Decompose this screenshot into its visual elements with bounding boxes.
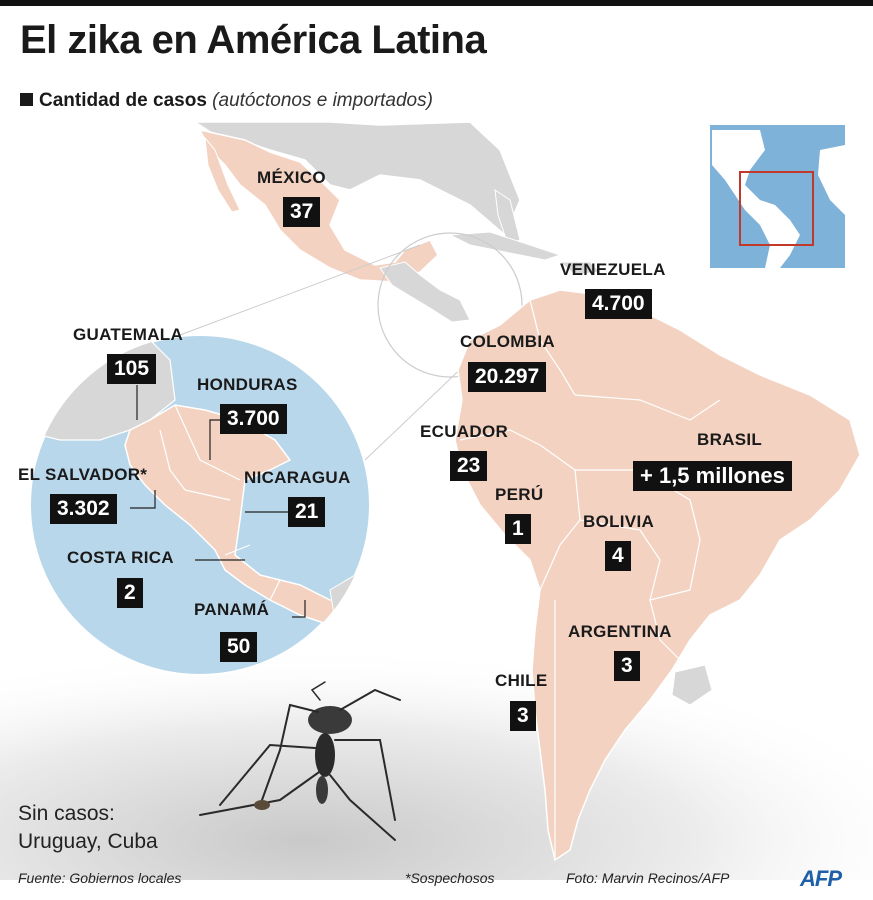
locator-frame	[739, 171, 814, 246]
cases-argentina: 3	[614, 651, 640, 681]
legend-square-icon	[20, 93, 33, 106]
zoom-line	[179, 244, 421, 336]
cases-venezuela: 4.700	[585, 289, 652, 319]
cases-panama: 50	[220, 632, 258, 662]
cases-el-salvador: 3.302	[50, 494, 117, 524]
label-peru: PERÚ	[495, 485, 544, 504]
label-venezuela: VENEZUELA	[560, 260, 666, 279]
label-bolivia: BOLIVIA	[583, 512, 655, 531]
locator-americas	[712, 130, 800, 268]
subtitle-note: (autóctonos e importados)	[212, 90, 433, 111]
label-honduras: HONDURAS	[197, 375, 298, 394]
cases-mexico: 37	[283, 197, 321, 227]
cuba-land	[448, 231, 562, 261]
country-borders	[459, 299, 721, 860]
inset-borders	[159, 404, 281, 601]
zoom-source-circle	[377, 232, 523, 378]
subtitle-main: Cantidad de casos	[39, 90, 207, 111]
source-credit: Fuente: Gobiernos locales	[18, 870, 182, 886]
baja-california-land	[204, 136, 241, 213]
top-rule	[0, 0, 873, 6]
no-cases-countries: Uruguay, Cuba	[18, 830, 158, 853]
no-cases-label: Sin casos:	[18, 802, 115, 825]
cases-brasil: + 1,5 millones	[633, 461, 792, 491]
label-brasil: BRASIL	[697, 430, 763, 449]
cases-guatemala: 105	[107, 354, 157, 384]
zoom-line	[364, 359, 471, 461]
south-america-land	[454, 289, 861, 862]
cases-nicaragua: 21	[288, 497, 326, 527]
locator-africa	[818, 145, 845, 215]
cases-costa-rica: 2	[117, 578, 143, 608]
label-ecuador: ECUADOR	[420, 422, 509, 441]
page-title: El zika en América Latina	[20, 18, 487, 62]
cases-bolivia: 4	[605, 541, 631, 571]
label-mexico: MÉXICO	[257, 168, 326, 187]
hispaniola-land	[558, 261, 602, 276]
cases-ecuador: 23	[450, 451, 488, 481]
cases-honduras: 3.700	[220, 404, 287, 434]
label-panama: PANAMÁ	[194, 600, 270, 619]
label-costa-rica: COSTA RICA	[67, 548, 174, 567]
central-america-land	[379, 261, 471, 323]
mosquito-photo	[199, 681, 401, 841]
label-el-salvador: EL SALVADOR*	[18, 465, 148, 484]
label-nicaragua: NICARAGUA	[244, 468, 351, 487]
no-cases-note: Sin casos: Uruguay, Cuba	[18, 800, 158, 856]
label-guatemala: GUATEMALA	[73, 325, 184, 344]
label-argentina: ARGENTINA	[568, 622, 672, 641]
cases-colombia: 20.297	[468, 362, 547, 392]
uruguay-land	[671, 664, 713, 706]
cases-peru: 1	[505, 514, 531, 544]
label-chile: CHILE	[495, 671, 548, 690]
subtitle: Cantidad de casos (autóctonos e importad…	[20, 90, 433, 112]
cases-chile: 3	[510, 701, 536, 731]
afp-logo: AFP	[800, 866, 842, 891]
footnote: *Sospechosos	[405, 870, 495, 886]
photo-credit: Foto: Marvin Recinos/AFP	[566, 870, 730, 886]
label-colombia: COLOMBIA	[460, 332, 555, 351]
